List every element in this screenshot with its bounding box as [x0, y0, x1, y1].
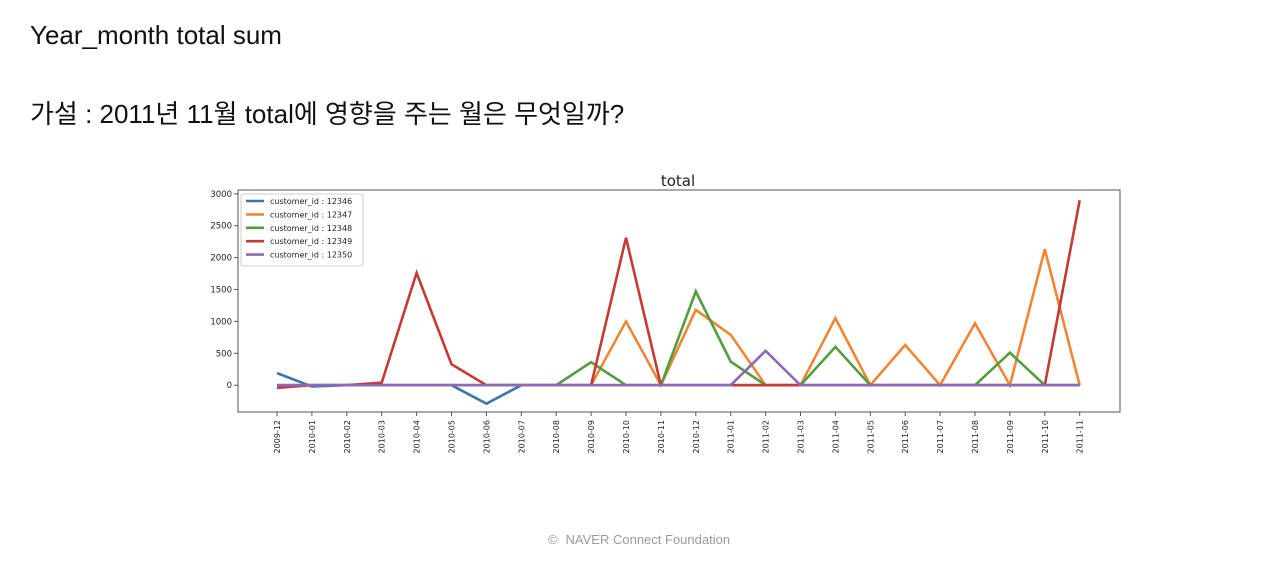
legend-label: customer_id : 12347 [270, 210, 352, 219]
y-tick-label: 1000 [210, 317, 232, 327]
series-line-5 [277, 348, 1080, 387]
legend: customer_id : 12346 customer_id : 12347 cu… [240, 193, 364, 267]
plot-frame [237, 189, 1121, 413]
x-tick-label: 2010-10 [622, 420, 631, 453]
legend-label: customer_id : 12346 [270, 197, 352, 206]
x-tick-label: 2010-03 [378, 420, 387, 453]
y-tick-label: 2500 [210, 222, 232, 232]
x-tick-label: 2011-02 [762, 420, 771, 453]
x-tick-label: 2010-07 [517, 420, 526, 453]
x-tick-label: 2011-06 [901, 420, 910, 453]
y-tick-label: 500 [216, 349, 232, 359]
y-tick-label: 1500 [210, 286, 232, 296]
legend-label: customer_id : 12350 [270, 251, 352, 260]
x-tick-label: 2010-05 [448, 420, 457, 453]
line-chart: total 0 500 1000 1500 2000 2500 3000 2009-12 20… [200, 168, 1140, 468]
footer: © NAVER Connect Foundation [0, 532, 1278, 547]
slide-hypothesis: 가설 : 2011년 11월 total에 영향을 주는 월은 무엇일까? [30, 99, 625, 129]
x-tick-label: 2010-01 [308, 420, 317, 453]
footer-text: NAVER Connect Foundation [565, 532, 731, 547]
x-tick-label: 2010-11 [657, 420, 666, 453]
y-axis: 0 500 1000 1500 2000 2500 3000 [210, 190, 238, 391]
x-tick-label: 2011-07 [936, 420, 945, 453]
series-line-3 [277, 288, 1080, 387]
x-tick-label: 2011-09 [1006, 420, 1015, 453]
x-tick-label: 2011-10 [1041, 420, 1050, 453]
x-tick-label: 2010-02 [343, 420, 352, 453]
x-tick-label: 2010-08 [552, 420, 561, 453]
series-line-2 [277, 248, 1081, 389]
slide-title: Year_month total sum [30, 20, 282, 50]
series-lines [276, 199, 1081, 406]
y-tick-label: 2000 [210, 254, 232, 264]
legend-label: customer_id : 12348 [270, 224, 352, 233]
series-line-1 [276, 371, 1080, 406]
legend-box [240, 193, 364, 267]
x-tick-label: 2011-11 [1076, 420, 1085, 453]
x-tick-label: 2009-12 [273, 420, 282, 453]
x-tick-label: 2010-09 [587, 420, 596, 453]
x-tick-label: 2011-04 [831, 420, 840, 453]
y-tick-label: 3000 [210, 190, 232, 200]
x-tick-label: 2010-04 [413, 420, 422, 453]
x-axis: 2009-12 2010-01 2010-02 2010-03 2010-04 2010-… [273, 412, 1085, 453]
series-line-4 [276, 199, 1081, 390]
x-tick-label: 2011-05 [866, 420, 875, 453]
y-tick-label: 0 [227, 381, 232, 391]
x-tick-label: 2011-01 [727, 420, 736, 453]
legend-label: customer_id : 12349 [270, 237, 352, 246]
copyright-icon: © [547, 532, 558, 547]
x-tick-label: 2010-06 [482, 420, 491, 453]
x-tick-label: 2011-08 [971, 420, 980, 453]
x-tick-label: 2011-03 [797, 420, 806, 453]
chart-title: total [661, 172, 695, 190]
x-tick-label: 2010-12 [692, 420, 701, 453]
